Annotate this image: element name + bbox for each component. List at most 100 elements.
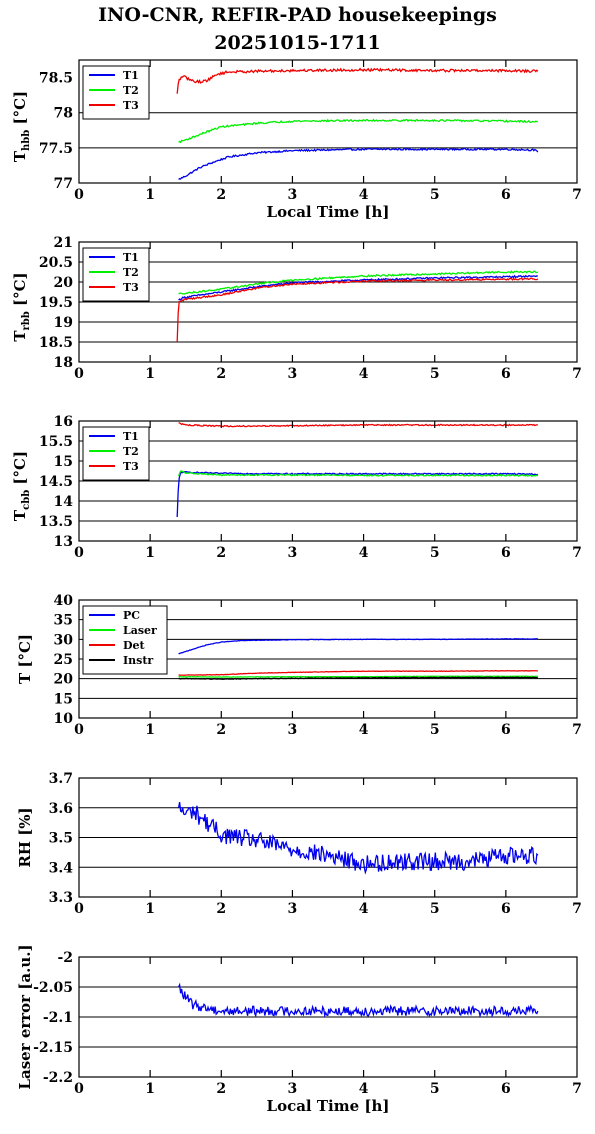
series-line-T1 (178, 274, 538, 301)
y-tick-label: 19.5 (39, 295, 73, 311)
legend-entry: Laser (123, 624, 157, 637)
x-tick-label: 6 (501, 1081, 511, 1097)
series-line-PC (178, 638, 538, 655)
x-tick-label: 0 (74, 545, 84, 561)
x-tick-label: 3 (288, 1081, 298, 1097)
series-line-T2 (178, 270, 539, 295)
x-tick-label: 5 (430, 545, 440, 561)
x-tick-label: 1 (145, 722, 155, 738)
y-tick-label: 3.5 (49, 831, 73, 847)
x-tick-label: 6 (501, 187, 511, 203)
y-tick-label: 77.5 (39, 141, 73, 157)
y-tick-label: 3.3 (49, 890, 73, 906)
x-tick-label: 0 (74, 722, 84, 738)
x-tick-label: 4 (359, 366, 369, 382)
chart-laser: 0 1 2 3 4 5 6 7 -2.2 -2.15 -2.1 -2.05 -2 Laser error … (16, 944, 582, 1115)
legend: PC Laser Det Instr (82, 605, 168, 675)
x-tick-label: 6 (501, 366, 511, 382)
series-line-laser (178, 982, 539, 1019)
legend: T1 T2 T3 (82, 247, 150, 302)
y-tick-label: 78.5 (39, 71, 73, 87)
legend-entry: Instr (123, 654, 153, 667)
x-tick-label: 5 (430, 901, 440, 917)
y-tick-label: 18.5 (39, 335, 73, 351)
x-tick-label: 1 (145, 1081, 155, 1097)
x-tick-label: 4 (359, 187, 369, 203)
y-tick-label: 3.6 (49, 801, 73, 817)
y-label-sub: rbb (21, 311, 32, 330)
x-tick-label: 3 (288, 901, 298, 917)
y-tick-label: 78 (54, 106, 73, 122)
legend-box (82, 605, 168, 675)
y-tick-label: 25 (54, 652, 73, 668)
x-axis-label: Local Time [h] (267, 203, 390, 221)
legend-box (82, 65, 150, 120)
x-tick-label: 6 (501, 722, 511, 738)
y-tick-label: -2.1 (43, 1010, 73, 1026)
y-axis-label: RH [%] (16, 807, 34, 867)
legend-entry: T1 (123, 69, 139, 82)
y-tick-label: 20 (54, 672, 74, 688)
legend-entry: T3 (123, 99, 139, 112)
plot-frame (78, 777, 578, 898)
y-tick-label: -2.15 (33, 1040, 73, 1056)
y-tick-label: 14 (54, 494, 74, 510)
series-line-Det (178, 669, 538, 676)
x-tick-label: 5 (430, 722, 440, 738)
x-tick-label: 1 (145, 187, 155, 203)
legend-entry: Det (123, 639, 146, 652)
plot-frame (78, 599, 578, 719)
legend-entry: T1 (123, 430, 139, 443)
legend-entry: T2 (123, 445, 139, 458)
y-tick-label: 13.5 (39, 514, 73, 530)
y-label-main: T (11, 150, 29, 162)
x-tick-label: 4 (359, 1081, 369, 1097)
x-tick-label: 2 (216, 187, 226, 203)
y-tick-label: 15 (54, 454, 73, 470)
x-tick-label: 5 (430, 187, 440, 203)
x-tick-label: 6 (501, 901, 511, 917)
y-axis-label: Trbb [°C] (11, 272, 32, 341)
y-tick-label: 3.4 (49, 860, 74, 876)
y-label-sub: hbb (21, 130, 32, 151)
y-tick-label: 21 (54, 235, 73, 251)
x-tick-label: 3 (288, 545, 298, 561)
y-tick-label: 40 (54, 593, 74, 609)
x-tick-label: 1 (145, 366, 155, 382)
x-tick-label: 4 (359, 545, 369, 561)
x-axis-label: Local Time [h] (267, 1097, 390, 1115)
y-tick-label: 19 (54, 315, 73, 331)
series-line-T1 (176, 471, 539, 518)
x-tick-label: 0 (74, 1081, 84, 1097)
y-tick-label: 10 (54, 711, 74, 727)
y-label-unit: [°C] (11, 451, 29, 485)
y-tick-label: 14.5 (39, 474, 73, 490)
y-label-main: T (11, 330, 29, 342)
y-tick-label: 16 (54, 414, 73, 430)
series-line-Laser (178, 675, 538, 678)
y-tick-label: -2 (57, 950, 73, 966)
x-tick-label: 2 (216, 366, 226, 382)
y-label-main: T (11, 509, 29, 521)
legend-box (82, 247, 150, 302)
y-label-unit: [°C] (11, 272, 29, 306)
x-tick-label: 0 (74, 187, 84, 203)
legend: T1 T2 T3 (82, 426, 150, 481)
series-line-Instr (178, 676, 539, 681)
x-tick-label: 2 (216, 901, 226, 917)
figure-title: INO-CNR, REFIR-PAD housekeepings (98, 4, 497, 26)
x-tick-label: 2 (216, 722, 226, 738)
x-tick-label: 1 (145, 901, 155, 917)
x-tick-label: 1 (145, 545, 155, 561)
y-tick-label: 30 (54, 632, 74, 648)
chart-rh: 0 1 2 3 4 5 6 7 3.3 3.4 3.5 3.6 3.7 RH [%] (16, 771, 582, 917)
series-line-T3 (176, 67, 539, 94)
y-axis-label: Laser error [a.u.] (16, 944, 34, 1089)
y-label-unit: [°C] (11, 91, 29, 125)
y-tick-label: -2.2 (43, 1070, 73, 1086)
y-tick-label: 15.5 (39, 434, 73, 450)
x-tick-label: 5 (430, 1081, 440, 1097)
x-tick-label: 7 (572, 1081, 582, 1097)
legend-entry: T2 (123, 266, 139, 279)
